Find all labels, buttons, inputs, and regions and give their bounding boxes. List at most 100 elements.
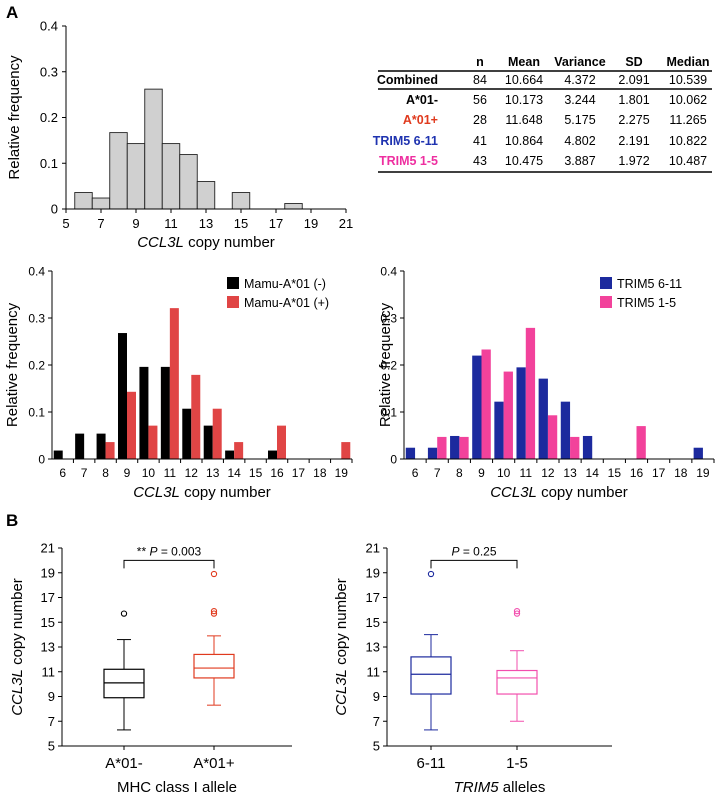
legend-swatch	[600, 277, 612, 289]
outlier-point	[210, 610, 218, 617]
x-axis-label: TRIM5 alleles	[454, 779, 546, 796]
bar-b-12	[191, 374, 201, 459]
outlier-point	[210, 607, 218, 615]
bar-a-9	[472, 355, 482, 459]
table-row-label: TRIM5 6-11	[373, 134, 438, 148]
y-axis-label: Relative frequency	[377, 302, 394, 427]
bar-b-14	[234, 442, 244, 459]
legend-swatch	[600, 296, 612, 308]
y-tick-label: 9	[48, 689, 55, 704]
box-iqr	[410, 656, 452, 695]
x-tick-label: 12	[541, 466, 555, 480]
significance-bracket	[123, 559, 215, 569]
y-tick-label: 17	[41, 590, 55, 605]
table-cell: 2.191	[618, 134, 649, 148]
trim5-boxplot: 6-11 1-5 5 7 9 11 13 15 17 19 21 CCL3L copy number T…	[333, 541, 612, 796]
x-tick-label: 19	[304, 216, 318, 231]
x-tick-label: 10	[142, 466, 156, 480]
x-tick-label: 11	[164, 466, 177, 480]
x-tick-label: 21	[339, 216, 353, 231]
x-tick-label: 8	[102, 466, 109, 480]
bar-a-9	[118, 333, 127, 459]
x-tick-label: 6	[59, 466, 66, 480]
significance-bracket	[430, 559, 518, 569]
group-label: 6-11	[417, 755, 446, 772]
histogram-bar-15	[231, 192, 251, 210]
table-cell: 10.475	[505, 154, 543, 168]
y-tick-label: 0.4	[40, 19, 58, 34]
outlier-point	[120, 610, 128, 617]
y-tick-label: 0.1	[380, 406, 397, 420]
bar-b-8	[105, 442, 115, 459]
table-cell: 2.091	[618, 73, 649, 87]
x-tick-label: 9	[478, 466, 485, 480]
table-cell: 11.648	[505, 113, 542, 127]
x-tick-label: 9	[132, 216, 139, 231]
legend-swatch	[227, 277, 239, 289]
histogram-bar-9	[126, 143, 146, 210]
legend-label: Mamu-A*01 (+)	[244, 296, 329, 310]
bar-a-7	[427, 447, 438, 459]
y-axis-label: Relative frequency	[6, 55, 23, 180]
table-cell: 56	[473, 93, 487, 107]
y-tick-label: 21	[41, 541, 55, 556]
y-tick-label: 0.3	[40, 64, 58, 79]
table-cell: 10.664	[505, 73, 543, 87]
bar-b-13	[570, 436, 580, 459]
mhc-boxplot: A*01- A*01+ 5 7 9 11 13 15 17 19 21 CCL3L copy numb…	[9, 541, 292, 796]
x-axis-label: MHC class I allele	[117, 779, 237, 796]
x-axis-label: CCL3L copy number	[490, 484, 628, 501]
bar-a-10	[494, 401, 504, 459]
histogram-chart: 0 0.1 0.2 0.3 0.4 5 7 9 11 13 15 17 19 21 Relative fre…	[6, 19, 353, 252]
y-tick-label: 5	[373, 739, 380, 754]
trim5-bar-chart: 6 7 8 9 10 11 12 13 14 15 16 17 18 19 0 0.1 0.2 0.3 0.4 Rel…	[377, 265, 715, 501]
y-tick-label: 0.1	[28, 406, 45, 420]
x-tick-label: 6	[412, 466, 419, 480]
x-tick-label: 7	[434, 466, 441, 480]
table-header-cell: Variance	[554, 55, 605, 69]
x-tick-label: 17	[292, 466, 306, 480]
table-cell: 11.265	[669, 113, 706, 127]
x-tick-label: 19	[696, 466, 710, 480]
y-tick-label: 0.3	[380, 312, 397, 326]
y-tick-label: 0.4	[380, 265, 397, 279]
y-tick-label: 7	[373, 714, 380, 729]
table-cell: 1.972	[618, 154, 649, 168]
histogram-bar-10	[144, 88, 163, 210]
y-tick-label: 0	[390, 453, 397, 467]
y-axis-label: CCL3L copy number	[9, 578, 26, 716]
histogram-bar-13	[196, 181, 216, 210]
bar-a-6	[53, 450, 63, 459]
panel-label-b: B	[6, 511, 18, 530]
x-tick-label: 15	[608, 466, 622, 480]
table-cell: 1.801	[618, 93, 649, 107]
x-tick-label: 11	[520, 466, 533, 480]
y-tick-label: 0.2	[28, 359, 45, 373]
table-cell: 3.887	[564, 154, 595, 168]
y-tick-label: 19	[366, 565, 380, 580]
table-header-cell: Mean	[508, 55, 540, 69]
x-tick-label: 17	[652, 466, 666, 480]
bar-a-8	[450, 435, 460, 459]
outlier-point	[513, 607, 521, 615]
statistics-table: n Mean Variance SD Median Combined 84 10.664 4.3…	[373, 55, 712, 173]
box-iqr	[496, 669, 538, 695]
bar-b-11	[169, 308, 179, 459]
y-tick-label: 0.4	[28, 265, 45, 279]
x-tick-label: 5	[62, 216, 69, 231]
bar-b-9	[481, 349, 491, 459]
bar-a-13	[203, 425, 213, 459]
y-tick-label: 0.2	[380, 359, 397, 373]
histogram-bar-11	[161, 143, 181, 210]
legend-label: TRIM5 1-5	[617, 296, 676, 310]
outlier-point	[513, 610, 521, 617]
y-axis-label: Relative frequency	[4, 302, 21, 427]
bar-a-11	[160, 366, 170, 459]
y-tick-label: 19	[41, 565, 55, 580]
x-tick-label: 16	[630, 466, 644, 480]
x-axis-label: CCL3L copy number	[137, 234, 275, 251]
x-tick-label: 13	[206, 466, 220, 480]
bar-a-10	[139, 366, 149, 459]
table-cell: 28	[473, 113, 487, 127]
